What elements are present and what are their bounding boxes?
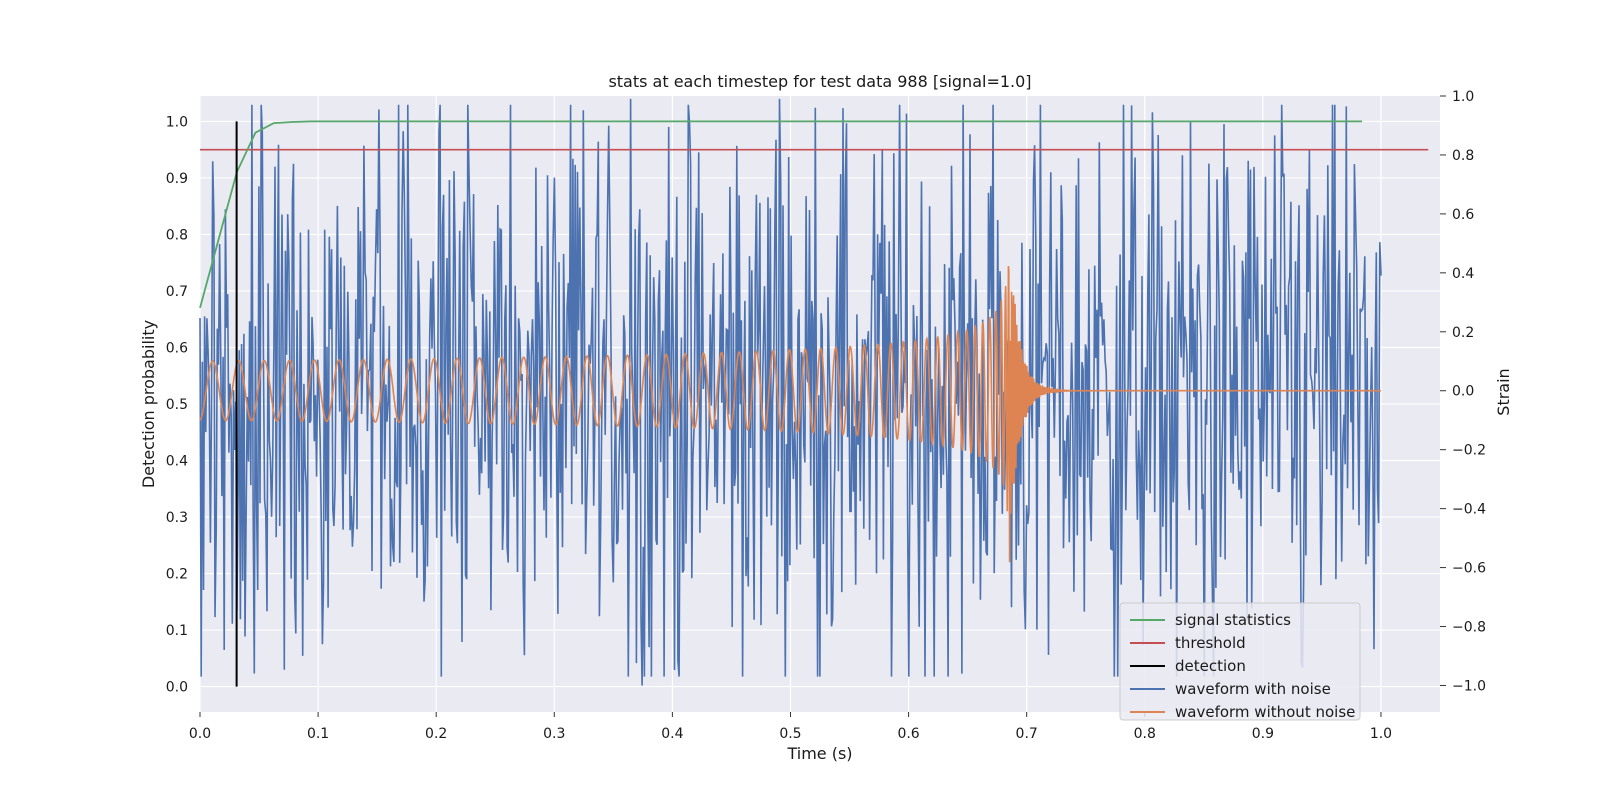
y-tick-label: 0.8 <box>166 227 188 243</box>
y2-axis-label: Strain <box>1494 368 1513 415</box>
series-waveform-with-noise <box>199 98 1382 686</box>
x-axis-label: Time (s) <box>786 744 852 763</box>
y2-tick-label: −0.6 <box>1452 561 1486 577</box>
y2-tick-label: 0.8 <box>1452 148 1474 164</box>
y2-tick-label: 0.2 <box>1452 325 1474 341</box>
y2-tick-label: −1.0 <box>1452 678 1486 694</box>
y2-tick-label: 1.0 <box>1452 89 1474 105</box>
y-axis-ticks: 0.0 0.1 0.2 0.3 0.4 0.5 0.6 0.7 0.8 0.9 1.0 <box>166 114 188 695</box>
y-tick-label: 0.0 <box>166 680 188 696</box>
legend-label: threshold <box>1175 634 1246 652</box>
y-tick-label: 0.7 <box>166 284 188 300</box>
y-tick-label: 0.6 <box>166 340 188 356</box>
series-layer <box>199 98 1429 687</box>
legend-label: waveform without noise <box>1175 703 1355 721</box>
legend-label: signal statistics <box>1175 611 1291 629</box>
x-tick-label: 0.1 <box>307 726 329 742</box>
y-tick-label: 0.2 <box>166 567 188 583</box>
y2-tick-label: 0.4 <box>1452 266 1474 282</box>
y-axis-label: Detection probability <box>139 320 158 488</box>
legend-label: detection <box>1175 657 1246 675</box>
x-tick-label: 0.8 <box>1134 726 1156 742</box>
legend: signal statistics threshold detection wavef… <box>1119 602 1361 721</box>
y2-tick-label: −0.4 <box>1452 502 1486 518</box>
y-tick-label: 0.1 <box>166 623 188 639</box>
y2-tick-label: −0.2 <box>1452 443 1486 459</box>
x-tick-label: 0.4 <box>661 726 683 742</box>
y-tick-label: 0.9 <box>166 171 188 187</box>
y-tick-label: 0.5 <box>166 397 188 413</box>
series-signal-statistics <box>199 120 1363 309</box>
x-tick-label: 0.0 <box>189 726 211 742</box>
x-tick-label: 0.3 <box>543 726 565 742</box>
chart-title: stats at each timestep for test data 988… <box>608 72 1031 91</box>
y2-tick-label: 0.0 <box>1452 384 1474 400</box>
x-tick-label: 0.6 <box>897 726 919 742</box>
x-tick-label: 0.7 <box>1016 726 1038 742</box>
x-tick-label: 0.5 <box>779 726 801 742</box>
y-tick-label: 0.3 <box>166 510 188 526</box>
x-tick-label: 1.0 <box>1370 726 1392 742</box>
y-tick-label: 0.4 <box>166 454 188 470</box>
y2-tick-label: −0.8 <box>1452 620 1486 636</box>
y-tick-label: 1.0 <box>166 114 188 130</box>
legend-label: waveform with noise <box>1175 680 1331 698</box>
y2-axis-ticks: −1.0 −0.8 −0.6 −0.4 −0.2 0.0 0.2 0.4 0.6 0.8 1.0 <box>1440 89 1486 694</box>
series-waveform-without-noise <box>199 266 1381 563</box>
x-tick-label: 0.2 <box>425 726 447 742</box>
y2-tick-label: 0.6 <box>1452 207 1474 223</box>
x-axis-ticks: 0.0 0.1 0.2 0.3 0.4 0.5 0.6 0.7 0.8 0.9 1.0 <box>189 712 1392 742</box>
legend-box <box>1119 602 1361 721</box>
x-tick-label: 0.9 <box>1252 726 1274 742</box>
